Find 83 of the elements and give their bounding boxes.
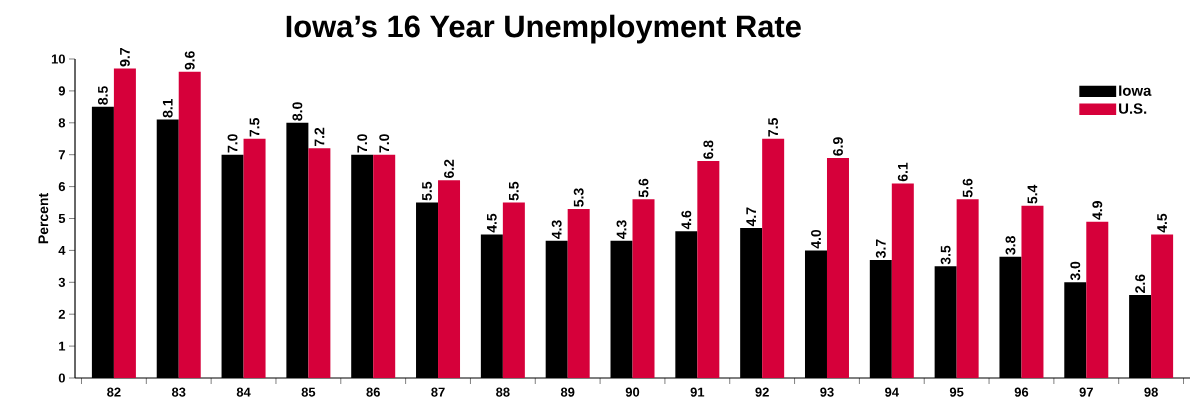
bar: [762, 138, 785, 378]
x-tick-label: 91: [690, 387, 705, 397]
bar: [373, 154, 396, 378]
chart-title: Iowa’s 16 Year Unemployment Rate: [286, 14, 801, 44]
data-label: 4.3: [551, 220, 562, 239]
data-label: 4.5: [486, 213, 497, 233]
data-label: 9.7: [119, 48, 130, 67]
x-tick-label: 93: [820, 387, 834, 397]
data-label: 6.9: [833, 137, 843, 156]
data-label: 3.8: [1005, 236, 1016, 255]
bar: [502, 202, 525, 378]
x-tick-label: 87: [431, 387, 445, 397]
data-label: 7.5: [768, 118, 779, 137]
y-tick-label: 9: [58, 86, 65, 96]
data-label: 4.5: [1157, 213, 1167, 233]
data-label: 8.1: [162, 98, 173, 118]
x-tick-label: 83: [171, 387, 186, 397]
legend-label: Iowa: [1119, 85, 1152, 96]
y-tick-label: 4: [58, 245, 66, 255]
y-tick-label: 3: [58, 277, 66, 287]
data-label: 5.5: [422, 181, 432, 201]
bar: [826, 157, 849, 378]
bar: [438, 180, 461, 378]
data-label: 5.6: [638, 178, 649, 198]
y-tick-label: 5: [58, 213, 66, 224]
legend-label: U.S.: [1119, 103, 1147, 114]
data-label: 5.5: [508, 181, 519, 201]
data-label: 4.0: [811, 229, 821, 249]
data-label: 7.2: [314, 127, 325, 147]
y-tick-label: 7: [58, 150, 65, 160]
x-tick-label: 84: [236, 387, 251, 397]
bar: [1021, 205, 1044, 378]
y-tick-label: 6: [58, 182, 66, 192]
bar: [891, 183, 914, 378]
bar: [632, 199, 655, 378]
data-label: 5.4: [1027, 184, 1038, 204]
y-tick-label: 2: [58, 309, 65, 319]
data-label: 8.5: [97, 86, 108, 105]
x-tick-label: 96: [1014, 387, 1029, 397]
data-label: 7.5: [249, 118, 260, 137]
x-tick-label: 89: [560, 387, 575, 397]
y-tick-label: 1: [59, 341, 66, 351]
data-label: 3.7: [875, 239, 886, 258]
data-label: 8.0: [292, 102, 303, 121]
data-label: 9.6: [184, 51, 195, 70]
bar: [308, 148, 331, 378]
x-tick-label: 85: [301, 387, 316, 397]
y-tick-label: 10: [51, 54, 65, 64]
data-label: 4.6: [681, 210, 692, 230]
data-label: 7.0: [227, 134, 238, 153]
data-label: 2.6: [1135, 274, 1146, 293]
data-label: 7.0: [357, 134, 368, 153]
x-tick-label: 86: [366, 387, 380, 397]
data-label: 7.0: [379, 134, 390, 153]
bar: [243, 138, 266, 378]
x-tick-label: 82: [107, 387, 121, 397]
x-tick-label: 90: [625, 387, 640, 397]
data-label: 3.0: [1070, 261, 1081, 281]
y-tick-label: 0: [58, 373, 65, 383]
data-label: 6.8: [703, 140, 714, 159]
bar: [1151, 234, 1174, 378]
y-tick-label: 8: [58, 118, 66, 128]
bar: [1086, 221, 1109, 378]
x-tick-label: 94: [885, 387, 899, 397]
data-label: 6.2: [444, 159, 454, 178]
data-label: 6.1: [897, 162, 908, 182]
x-tick-label: 97: [1079, 387, 1093, 397]
data-label: 4.9: [1092, 201, 1103, 220]
bar: [113, 68, 136, 378]
y-axis-title: Percent: [38, 193, 49, 244]
data-label: 3.5: [940, 245, 951, 265]
x-tick-label: 98: [1144, 387, 1158, 397]
bar: [567, 208, 590, 378]
data-label: 5.3: [573, 188, 584, 207]
data-label: 4.7: [746, 207, 756, 227]
x-tick-label: 88: [496, 387, 510, 397]
bar: [956, 199, 979, 378]
bar: [178, 71, 201, 378]
data-label: 5.6: [962, 178, 973, 198]
x-tick-label: 92: [755, 387, 769, 397]
bar: [697, 161, 720, 378]
data-label: 4.3: [616, 220, 627, 239]
x-tick-label: 95: [949, 387, 964, 397]
